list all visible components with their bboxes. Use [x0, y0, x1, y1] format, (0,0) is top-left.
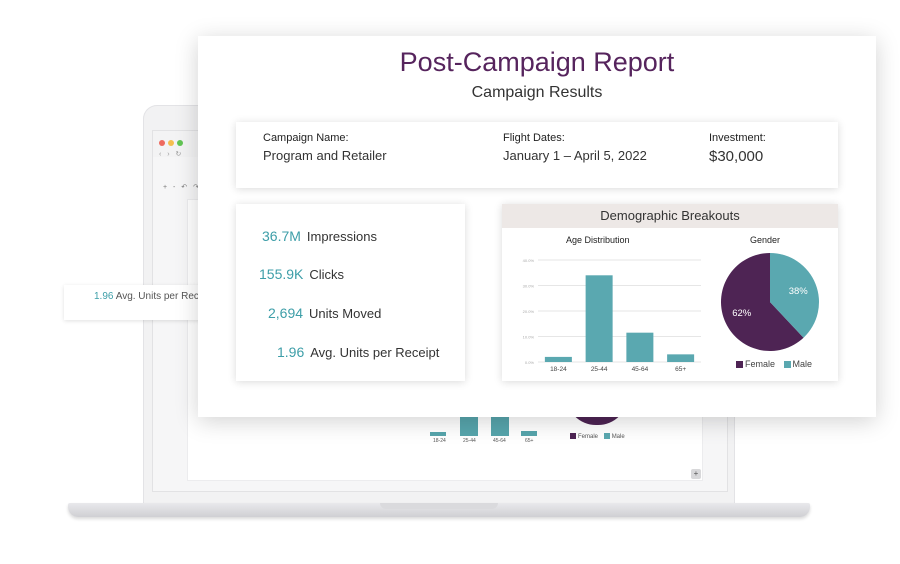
report-title: Post-Campaign Report [399, 47, 675, 77]
kpi-value: 155.9K [259, 266, 304, 282]
age-distribution-chart: 0.0% 10.0% 20.0% 30.0% 40.0% 18-24 25-44 45-64 6… [523, 258, 701, 373]
y-tick-label: 40.0% [523, 258, 535, 263]
male-swatch [783, 361, 791, 368]
kpi-avg-units: 1.96 Avg. Units per Receipt [277, 344, 439, 360]
investment-block: Investment: $30,000 [709, 132, 766, 165]
background-legend-female: Female [578, 434, 599, 440]
y-tick-label: 20.0% [523, 309, 535, 314]
add-page-icon[interactable]: + [691, 469, 701, 479]
campaign-info-card: Campaign Name: Program and Retailer Flig… [236, 122, 838, 188]
y-tick-label: 30.0% [523, 284, 535, 289]
x-tick-label: 25-44 [591, 366, 608, 373]
background-kpi-label: Avg. Units per Receipt [115, 291, 216, 302]
kpi-label: Units Moved [309, 306, 382, 321]
kpi-label: Impressions [306, 229, 377, 244]
editor-toolbar-icons[interactable]: + - ↶ ↷ [163, 184, 201, 191]
background-bar-65plus [521, 431, 537, 436]
laptop-base-notch [380, 503, 498, 509]
kpi-value: 36.7M [262, 228, 301, 244]
report-subtitle: Campaign Results [471, 84, 603, 101]
kpi-impressions: 36.7M Impressions [262, 228, 377, 244]
close-window-icon[interactable] [159, 140, 165, 146]
investment-value: $30,000 [709, 148, 764, 165]
investment-label: Investment: [709, 132, 766, 144]
laptop-base [68, 503, 810, 517]
legend-male-label: Male [792, 359, 813, 369]
x-tick-label: 45-64 [632, 366, 649, 373]
bar-65+ [667, 354, 695, 362]
age-distribution-title: Age Distribution [566, 235, 630, 245]
background-bar-45-64 [491, 416, 509, 436]
pie-slice-label: 62% [732, 308, 752, 319]
x-tick-label: 18-24 [550, 366, 567, 373]
flight-dates-label: Flight Dates: [503, 132, 565, 144]
background-x-label: 18-24 [433, 438, 446, 444]
bar-18-24 [544, 356, 572, 362]
background-legend: Female Male [570, 433, 625, 440]
demographics-card: Demographic Breakouts Age Distribution G… [502, 204, 838, 381]
kpi-label: Clicks [309, 267, 345, 282]
background-x-label: 25-44 [463, 438, 476, 444]
female-swatch [736, 361, 743, 368]
x-tick-label: 65+ [675, 366, 686, 373]
campaign-name-value: Program and Retailer [263, 148, 387, 163]
background-bar-25-44 [460, 416, 478, 436]
background-x-label: 45-64 [493, 438, 506, 444]
gender-legend: Female Male [736, 359, 812, 369]
pie-slice-male [770, 253, 819, 338]
legend-female-label: Female [745, 359, 776, 369]
pie-slice-female [721, 253, 804, 351]
post-campaign-report: Post-Campaign Report Campaign Results Ca… [198, 36, 876, 417]
gender-title: Gender [750, 235, 781, 245]
background-kpi-value: 1.96 [94, 291, 114, 302]
kpi-value: 1.96 [277, 344, 305, 360]
demographics-header: Demographic Breakouts [502, 204, 838, 228]
y-tick-label: 10.0% [523, 335, 535, 340]
browser-nav-icons[interactable]: ‹ › ↻ [159, 151, 184, 158]
minimize-window-icon[interactable] [168, 140, 174, 146]
kpi-value: 2,694 [268, 305, 304, 321]
bar-25-44 [585, 275, 613, 362]
kpi-units-moved: 2,694 Units Moved [268, 305, 381, 321]
pie-slice-label: 38% [789, 286, 809, 297]
flight-dates-block: Flight Dates: January 1 – April 5, 2022 [503, 132, 647, 163]
background-bar-18-24 [430, 432, 446, 436]
kpi-clicks: 155.9K Clicks [259, 266, 344, 282]
campaign-name-block: Campaign Name: Program and Retailer [263, 132, 387, 163]
campaign-name-label: Campaign Name: [263, 132, 349, 144]
bar-45-64 [626, 332, 654, 362]
background-x-label: 65+ [525, 438, 534, 444]
background-legend-male: Male [611, 434, 625, 440]
y-tick-label: 0.0% [525, 360, 535, 365]
gender-pie-chart: 62% 38% [721, 253, 819, 351]
kpi-card: 36.7M Impressions 155.9K Clicks 2,694 Units… [236, 204, 465, 381]
flight-dates-value: January 1 – April 5, 2022 [503, 148, 647, 163]
kpi-label: Avg. Units per Receipt [310, 345, 440, 360]
maximize-window-icon[interactable] [177, 140, 183, 146]
